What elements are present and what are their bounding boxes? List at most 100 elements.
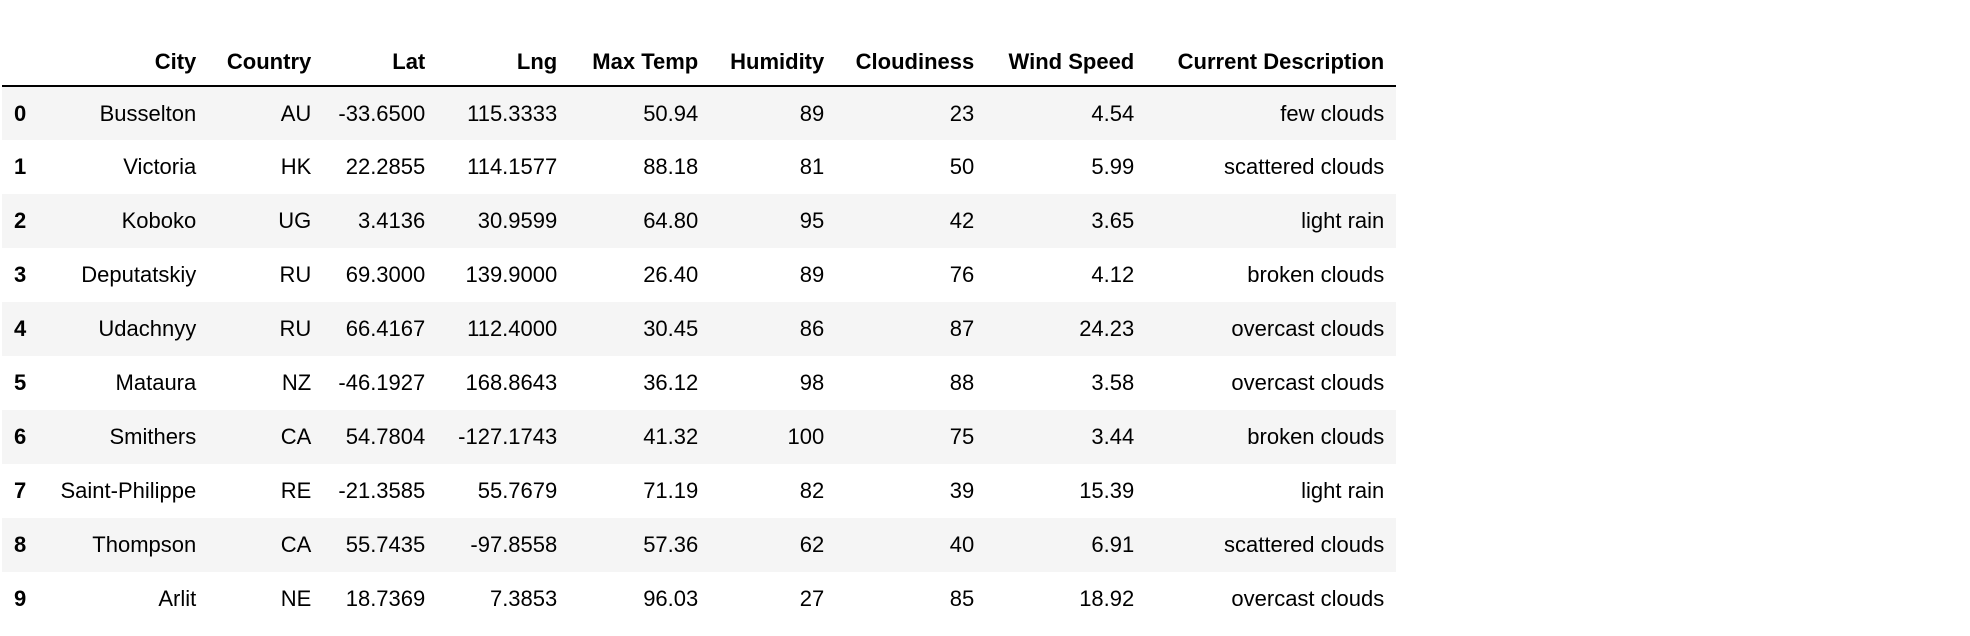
table-row: 8 Thompson CA 55.7435 -97.8558 57.36 62 40 6.91 s… — [2, 518, 1397, 572]
column-header-city: City — [38, 38, 209, 87]
row-index: 6 — [14, 424, 27, 449]
row-index: 1 — [14, 154, 27, 179]
row-index: 5 — [14, 370, 27, 395]
cell-country: CA — [280, 532, 312, 557]
cell-country: HK — [280, 154, 312, 179]
cell-cloudiness: 88 — [949, 370, 975, 395]
cell-wind-speed: 4.54 — [1091, 100, 1135, 126]
cell-wind-speed: 4.12 — [1091, 262, 1135, 287]
cell-humidity: 89 — [799, 262, 825, 287]
cell-cloudiness: 87 — [949, 316, 975, 341]
cell-country: RE — [280, 478, 312, 503]
cell-city: Arlit — [158, 586, 197, 611]
column-header-lat: Lat — [323, 38, 438, 87]
cell-lng: 115.3333 — [467, 100, 558, 126]
cell-country: NE — [280, 586, 312, 611]
cell-lat: 55.7435 — [345, 532, 426, 557]
row-index: 2 — [14, 208, 27, 233]
cell-wind-speed: 3.44 — [1091, 424, 1135, 449]
cell-country: NZ — [281, 370, 312, 395]
cell-max-temp: 88.18 — [643, 154, 699, 179]
cell-city: Saint-Philippe — [60, 478, 197, 503]
cell-lng: -97.8558 — [470, 532, 558, 557]
cell-current-description: broken clouds — [1247, 262, 1385, 287]
table-row: 4 Udachnyy RU 66.4167 112.4000 30.45 86 87 24.23… — [2, 302, 1397, 356]
column-header-index — [2, 38, 39, 87]
table-row: 3 Deputatskiy RU 69.3000 139.9000 26.40 89 76 4.… — [2, 248, 1397, 302]
cell-humidity: 81 — [799, 154, 825, 179]
column-header-lng: Lng — [437, 38, 570, 87]
cell-current-description: overcast clouds — [1231, 316, 1385, 341]
table-header: City Country Lat Lng Max Temp Humidity Cloudin… — [2, 38, 1397, 87]
cell-lat: 69.3000 — [345, 262, 426, 287]
cell-max-temp: 64.80 — [643, 208, 699, 233]
cell-city: Smithers — [109, 424, 197, 449]
cell-current-description: light rain — [1301, 478, 1385, 503]
cell-lat: -33.6500 — [338, 100, 426, 126]
table-row: 6 Smithers CA 54.7804 -127.1743 41.32 100 75 3.4… — [2, 410, 1397, 464]
cell-cloudiness: 39 — [949, 478, 975, 503]
cell-humidity: 89 — [799, 100, 825, 126]
weather-dataframe-table: City Country Lat Lng Max Temp Humidity Cloudin… — [2, 38, 1397, 626]
cell-current-description: broken clouds — [1247, 424, 1385, 449]
cell-city: Mataura — [115, 370, 197, 395]
cell-wind-speed: 15.39 — [1079, 478, 1135, 503]
cell-cloudiness: 42 — [949, 208, 975, 233]
table-row: 2 Koboko UG 3.4136 30.9599 64.80 95 42 3.65 light… — [2, 194, 1397, 248]
table-row: 5 Mataura NZ -46.1927 168.8643 36.12 98 88 3.58 o… — [2, 356, 1397, 410]
cell-lng: 112.4000 — [467, 316, 558, 341]
table-row: 1 Victoria HK 22.2855 114.1577 88.18 81 50 5.99 s… — [2, 140, 1397, 194]
cell-country: CA — [280, 424, 312, 449]
table-body: 0 Busselton AU -33.6500 115.3333 50.94 89 23 4.5… — [2, 86, 1397, 626]
table-row: 0 Busselton AU -33.6500 115.3333 50.94 89 23 4.5… — [2, 86, 1397, 140]
cell-lat: 66.4167 — [345, 316, 426, 341]
cell-lng: 168.8643 — [465, 370, 558, 395]
cell-city: Thompson — [92, 532, 197, 557]
row-index: 0 — [14, 100, 27, 126]
cell-country: UG — [278, 208, 312, 233]
cell-humidity: 62 — [799, 532, 825, 557]
cell-lng: -127.1743 — [458, 424, 558, 449]
cell-current-description: overcast clouds — [1231, 586, 1385, 611]
cell-city: Koboko — [121, 208, 197, 233]
cell-humidity: 27 — [799, 586, 825, 611]
cell-wind-speed: 5.99 — [1091, 154, 1135, 179]
cell-lat: 3.4136 — [357, 208, 426, 233]
cell-lng: 7.3853 — [489, 586, 558, 611]
dataframe-output: City Country Lat Lng Max Temp Humidity Cloudin… — [2, 38, 1397, 626]
cell-lat: -46.1927 — [338, 370, 426, 395]
table-row: 9 Arlit NE 18.7369 7.3853 96.03 27 85 18.92 overc… — [2, 572, 1397, 626]
cell-city: Busselton — [99, 100, 197, 126]
cell-lat: -21.3585 — [338, 478, 426, 503]
row-index: 8 — [14, 532, 27, 557]
column-header-wind-speed: Wind Speed — [986, 38, 1147, 87]
cell-current-description: overcast clouds — [1231, 370, 1385, 395]
column-header-humidity: Humidity — [710, 38, 837, 87]
cell-cloudiness: 40 — [949, 532, 975, 557]
cell-max-temp: 36.12 — [643, 370, 699, 395]
cell-humidity: 86 — [799, 316, 825, 341]
cell-lat: 18.7369 — [345, 586, 426, 611]
cell-max-temp: 26.40 — [643, 262, 699, 287]
cell-max-temp: 41.32 — [643, 424, 699, 449]
cell-current-description: few clouds — [1280, 100, 1385, 126]
column-header-country: Country — [208, 38, 324, 87]
cell-wind-speed: 3.58 — [1091, 370, 1135, 395]
table-row: 7 Saint-Philippe RE -21.3585 55.7679 71.19 82 3… — [2, 464, 1397, 518]
cell-lng: 139.9000 — [465, 262, 558, 287]
cell-max-temp: 50.94 — [643, 100, 699, 126]
row-index: 9 — [14, 586, 27, 611]
cell-max-temp: 57.36 — [643, 532, 699, 557]
cell-wind-speed: 18.92 — [1079, 586, 1135, 611]
cell-cloudiness: 76 — [949, 262, 975, 287]
column-header-cloudiness: Cloudiness — [836, 38, 987, 87]
cell-lng: 114.1577 — [467, 154, 558, 179]
cell-lng: 30.9599 — [477, 208, 558, 233]
row-index: 4 — [14, 316, 27, 341]
cell-wind-speed: 24.23 — [1079, 316, 1135, 341]
cell-cloudiness: 75 — [949, 424, 975, 449]
cell-max-temp: 71.19 — [643, 478, 699, 503]
cell-country: RU — [279, 262, 312, 287]
cell-lat: 54.7804 — [345, 424, 426, 449]
cell-country: AU — [280, 100, 312, 126]
